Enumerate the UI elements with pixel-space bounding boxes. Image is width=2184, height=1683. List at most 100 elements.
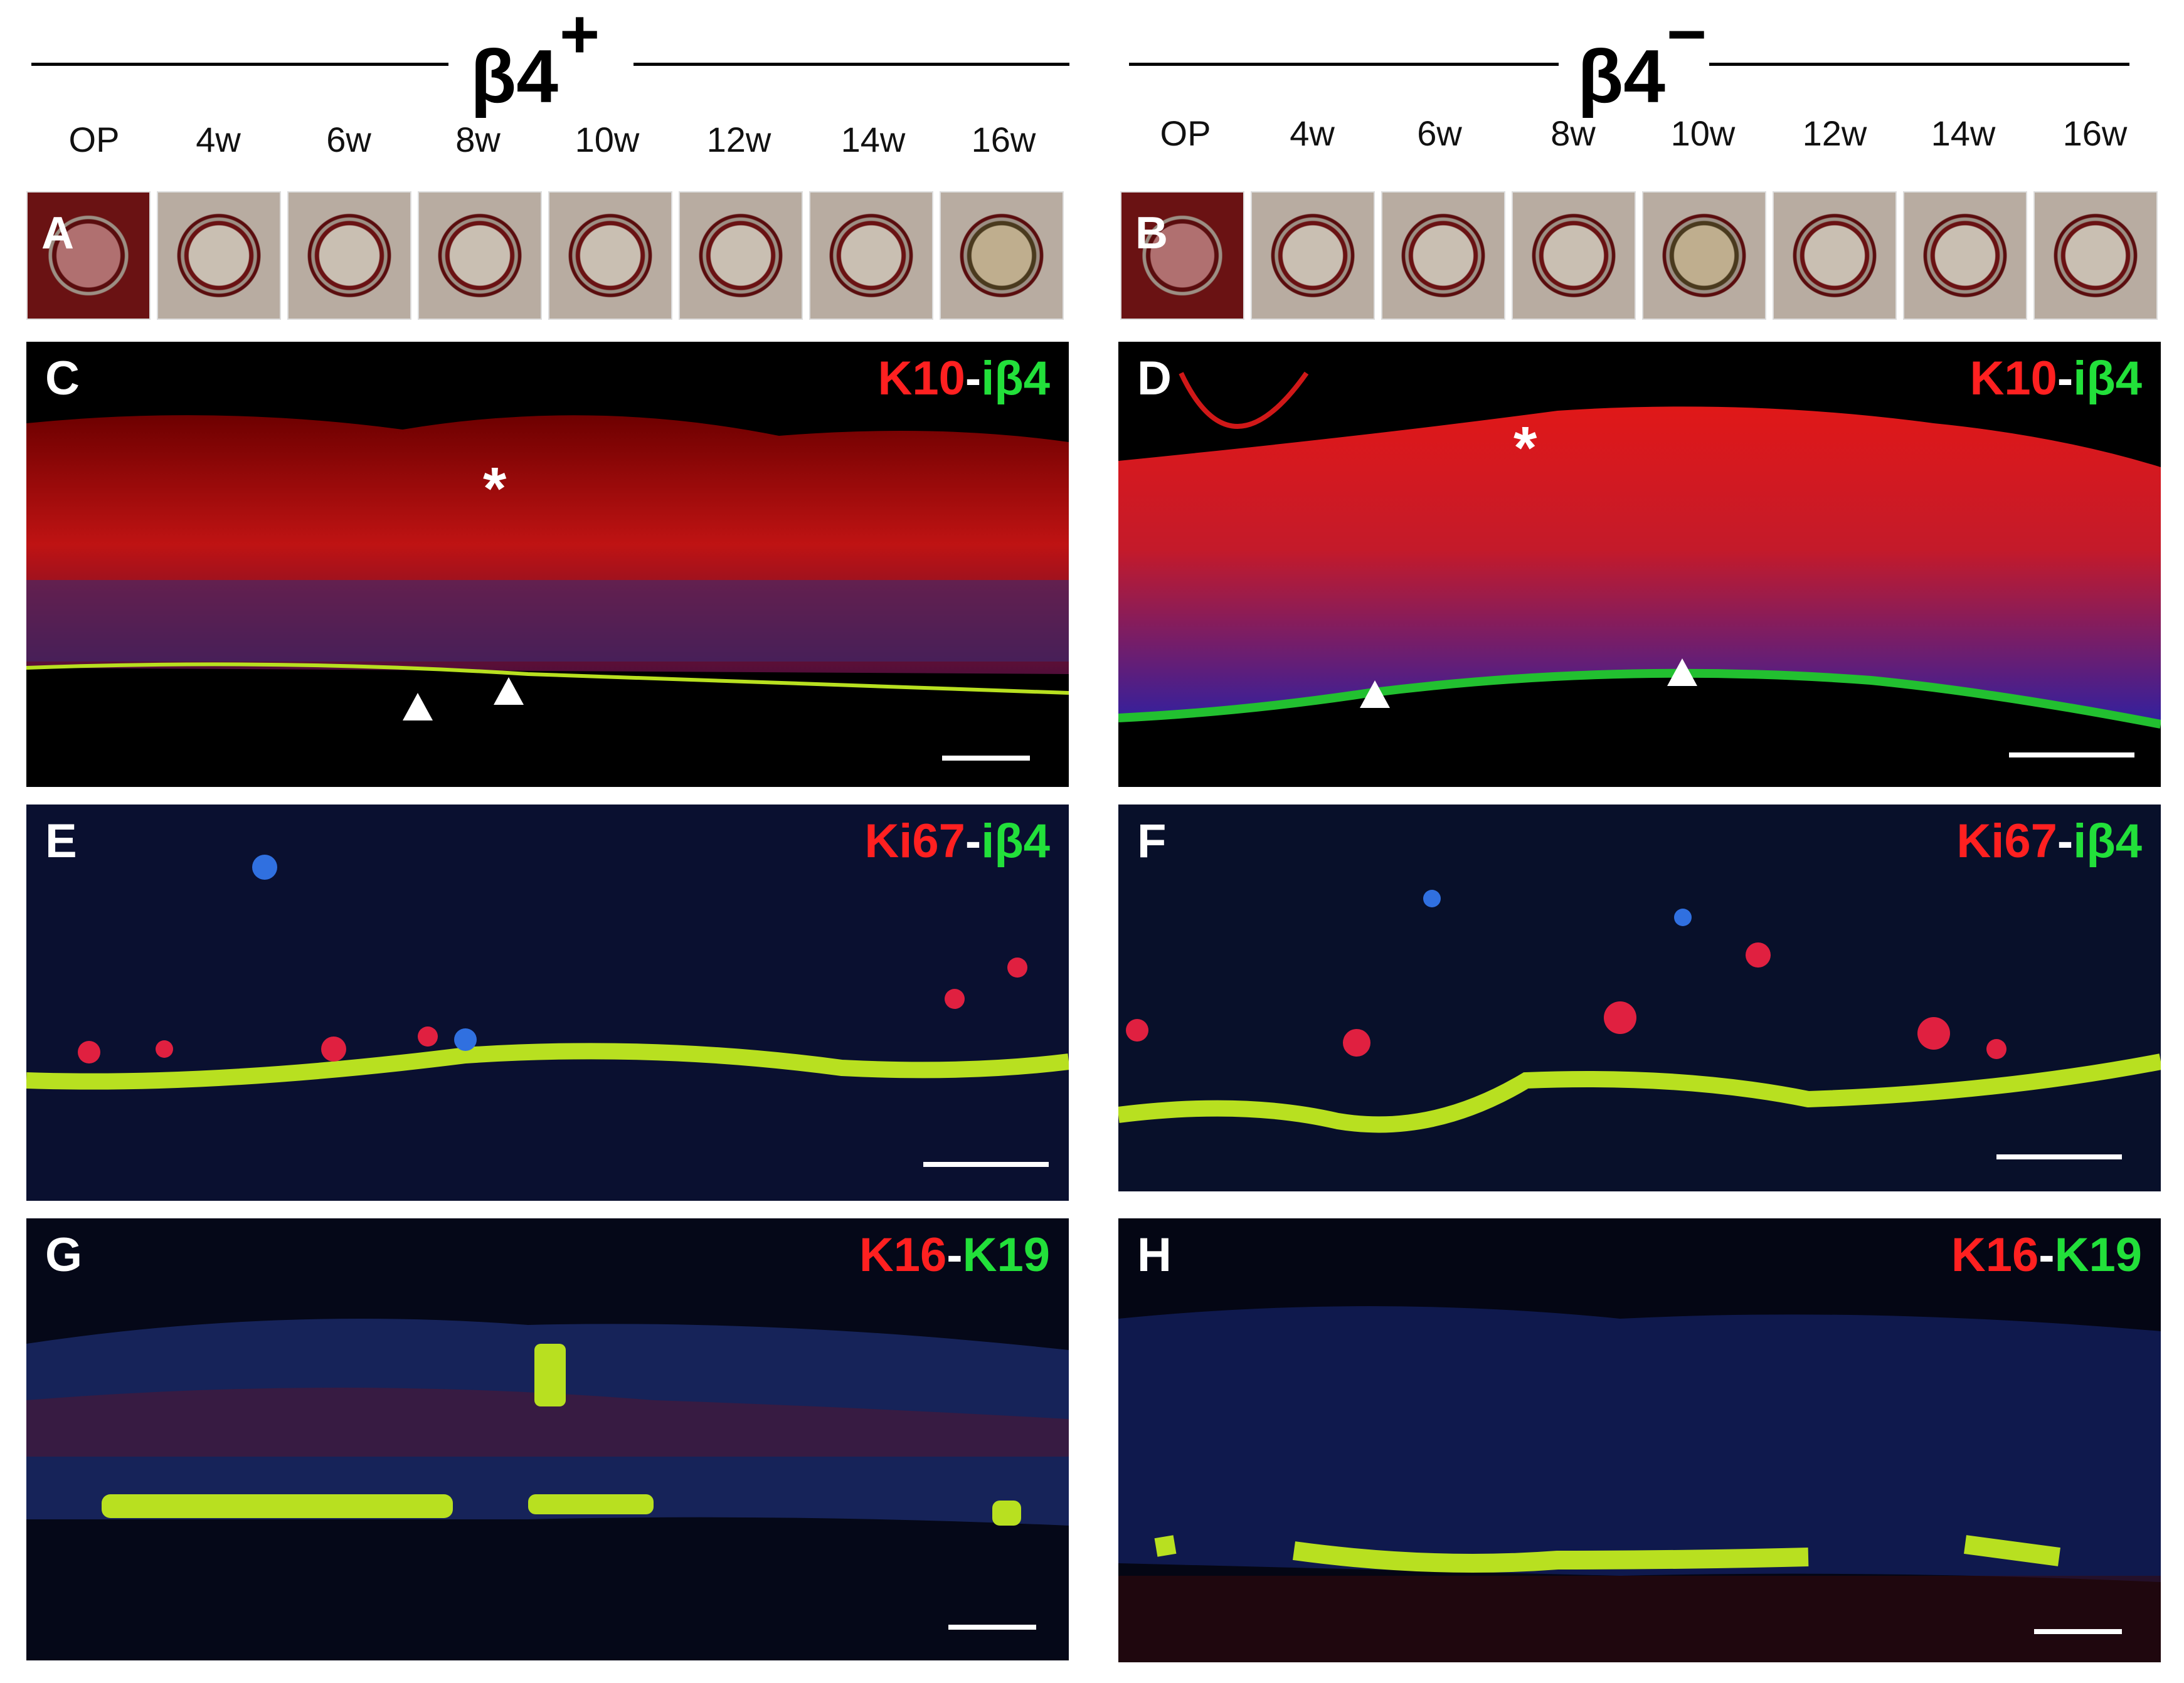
stain-red: K10 [1969,352,2057,405]
stain-red: K16 [1951,1228,2039,1282]
micrograph-panel-h: H K16-K19 [1118,1218,2161,1662]
stain-label: K16-K19 [1951,1227,2142,1284]
scale-bar [942,756,1030,761]
header-rule-left [1129,63,1559,66]
stain-green: iβ4 [2073,352,2142,405]
stain-label: Ki67-iβ4 [864,813,1050,870]
panel-letter: C [45,352,80,405]
wound-photo-thumbnail: A [26,191,151,320]
stain-green: iβ4 [981,352,1050,405]
panel-letter: G [45,1228,83,1282]
scale-bar [1996,1154,2122,1159]
micrograph-panel-d: D K10-iβ4 * [1118,342,2161,787]
scale-bar [2009,752,2134,757]
timepoint-label: 6w [326,120,371,159]
group-title-beta4-negative: β4− [1577,0,1707,124]
asterisk-marker: * [1513,414,1537,482]
panel-letter: D [1137,352,1172,405]
micrograph-c-image [26,415,1069,695]
micrograph-panel-g: G K16-K19 [26,1218,1069,1660]
stain-green: K19 [962,1228,1050,1282]
stain-label: K10-iβ4 [877,351,1050,407]
timepoint-label: 16w [2062,113,2128,153]
stain-red: Ki67 [1956,815,2057,868]
micrograph-panel-f: F Ki67-iβ4 [1118,805,2161,1191]
stain-label: K16-K19 [859,1227,1050,1284]
stain-separator: - [2057,815,2074,868]
stain-separator: - [965,352,982,405]
timepoint-label: 12w [706,120,771,159]
micrograph-e-image [26,805,1069,1201]
stain-green: iβ4 [981,815,1050,868]
wound-photo-thumbnail [1251,191,1375,320]
header-rule-right [633,63,1069,66]
title-sign: + [559,0,600,73]
micrograph-f-image [1118,805,2161,1191]
micrograph-panel-c: C K10-iβ4 * [26,342,1069,787]
wound-photo-thumbnail [2033,191,2158,320]
stain-red: Ki67 [864,815,965,868]
arrowhead-marker [403,693,433,720]
micrograph-panel-e: E Ki67-iβ4 [26,805,1069,1201]
timepoint-label: 4w [1290,113,1335,153]
header-rule-right [1709,63,2129,66]
micrograph-h-image [1118,1218,2161,1662]
panel-letter: H [1137,1228,1172,1282]
wound-photo-thumbnail [679,191,803,320]
wound-photo-thumbnail: B [1120,191,1244,320]
stain-separator: - [946,1228,963,1282]
wound-photo-thumbnail [1642,191,1766,320]
wound-photo-thumbnail [809,191,933,320]
panel-letter: F [1137,815,1167,868]
timepoint-label: 10w [1670,113,1736,153]
stain-green: K19 [2054,1228,2142,1282]
stain-label: K10-iβ4 [1969,351,2142,407]
wound-photo-thumbnail [418,191,542,320]
scale-bar [948,1625,1036,1630]
panel-letter: E [45,815,77,868]
group-header-beta4-negative: β4− [1104,0,2183,119]
wound-photo-thumbnail [548,191,672,320]
header-rule-left [31,63,448,66]
title-sign: − [1666,0,1707,73]
micrograph-g-image [26,1218,1069,1660]
title-base: β4 [470,34,558,119]
wound-photo-thumbnail [1773,191,1897,320]
timepoint-label: 6w [1417,113,1462,153]
timepoint-label: 8w [1551,113,1596,153]
group-title-beta4-positive: β4+ [470,0,600,124]
wound-photo-thumbnail [940,191,1064,320]
arrowhead-marker [1360,680,1390,708]
arrowhead-marker [1667,658,1697,686]
timepoint-label: 14w [840,120,906,159]
timepoint-label: 8w [455,120,501,159]
title-base: β4 [1577,34,1665,119]
stain-separator: - [2038,1228,2055,1282]
wound-photo-thumbnail [1381,191,1505,320]
timepoint-label: 10w [575,120,640,159]
timepoint-label: OP [1160,113,1211,153]
timepoint-label: 4w [196,120,241,159]
stain-separator: - [965,815,982,868]
micrograph-d-image [1118,371,2161,729]
stain-separator: - [2057,352,2074,405]
panel-letter: B [1135,208,1168,258]
wound-photo-thumbnail [287,191,411,320]
timepoint-label: 14w [1931,113,1996,153]
panel-letter: A [41,208,74,258]
group-header-beta4-positive: β4+ [0,0,1079,119]
wound-photo-thumbnail [157,191,281,320]
timepoint-label: 12w [1802,113,1867,153]
scale-bar [923,1162,1049,1167]
wound-photo-thumbnail [1512,191,1636,320]
scale-bar [2034,1629,2122,1634]
stain-red: K16 [859,1228,947,1282]
asterisk-marker: * [483,455,507,522]
wound-photo-thumbnail [1903,191,2027,320]
stain-red: K10 [877,352,965,405]
arrowhead-marker [494,677,524,705]
timepoint-label: 16w [971,120,1036,159]
stain-label: Ki67-iβ4 [1956,813,2142,870]
stain-green: iβ4 [2073,815,2142,868]
timepoint-label: OP [68,120,120,159]
